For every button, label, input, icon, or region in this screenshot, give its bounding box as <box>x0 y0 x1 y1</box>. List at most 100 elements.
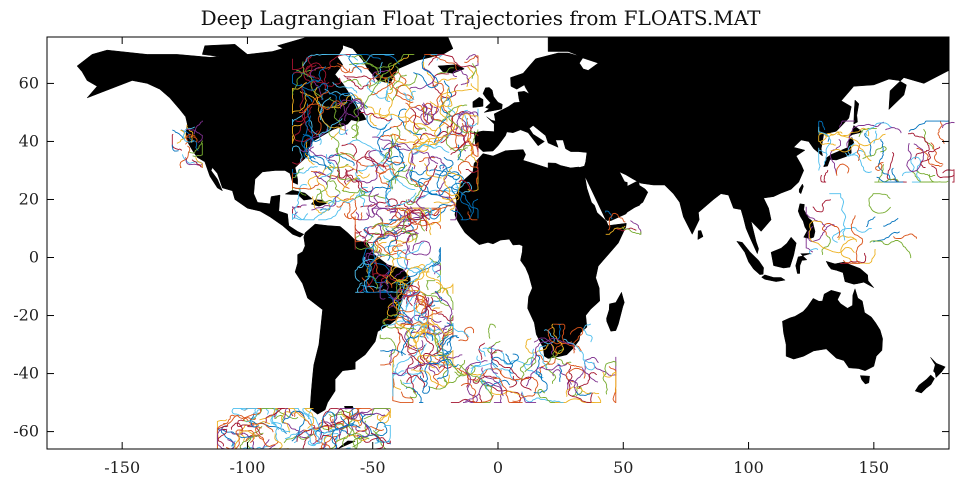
float-trajectory-672 <box>908 120 950 132</box>
float-trajectory-279 <box>393 220 417 230</box>
float-trajectory-57 <box>314 65 350 74</box>
float-trajectory-389 <box>395 280 404 300</box>
float-trajectory-684 <box>818 147 828 171</box>
float-trajectory-173 <box>383 175 395 209</box>
float-trajectory-595 <box>249 412 259 428</box>
float-trajectory-352 <box>435 281 448 295</box>
float-trajectory-257 <box>392 192 417 210</box>
float-trajectory-612 <box>284 407 289 419</box>
float-trajectory-204 <box>409 177 432 187</box>
float-trajectory-18 <box>335 147 356 159</box>
float-trajectory-314 <box>380 274 389 286</box>
float-trajectory-495 <box>478 348 486 357</box>
land-new-zealand-south <box>914 374 935 394</box>
float-trajectory-249 <box>363 74 384 110</box>
float-trajectory-399 <box>394 314 412 323</box>
float-trajectory-207 <box>341 189 365 200</box>
float-trajectory-447 <box>509 375 518 388</box>
float-trajectory-225 <box>303 100 344 112</box>
land-novaya-zemlya <box>628 39 649 53</box>
float-trajectory-27 <box>432 73 459 99</box>
land-africa <box>454 149 627 359</box>
float-trajectory-151 <box>343 78 362 87</box>
float-trajectory-677 <box>865 122 893 137</box>
float-trajectory-224 <box>381 147 399 159</box>
float-trajectory-456 <box>534 354 550 365</box>
float-trajectory-94 <box>335 102 346 121</box>
float-trajectory-147 <box>429 203 453 220</box>
y-tick-label-5: 40 <box>19 131 39 150</box>
float-trajectory-174 <box>301 111 314 134</box>
float-trajectory-108 <box>409 67 435 90</box>
float-trajectory-32 <box>437 67 454 75</box>
float-trajectory-718 <box>621 226 642 235</box>
float-trajectory-69 <box>292 157 303 165</box>
float-trajectory-680 <box>836 163 850 176</box>
float-trajectory-702 <box>840 238 876 264</box>
float-trajectory-244 <box>382 145 402 168</box>
float-trajectory-508 <box>434 331 441 344</box>
plot-title: Deep Lagrangian Float Trajectories from … <box>200 6 761 30</box>
float-trajectory-384 <box>403 284 414 300</box>
float-trajectory-320 <box>403 241 433 274</box>
float-trajectory-681 <box>830 144 872 162</box>
float-trajectory-226 <box>392 133 415 144</box>
float-trajectory-190 <box>429 204 457 213</box>
float-trajectory-243 <box>319 118 343 145</box>
float-trajectory-219 <box>314 86 345 131</box>
float-trajectory-248 <box>339 99 366 115</box>
float-trajectory-131 <box>468 108 479 127</box>
float-trajectory-639 <box>176 129 186 144</box>
float-trajectory-499 <box>602 371 617 393</box>
float-trajectory-246 <box>464 55 479 63</box>
float-trajectory-196 <box>460 194 479 219</box>
float-trajectory-201 <box>294 184 308 215</box>
float-trajectory-369 <box>435 356 450 366</box>
float-trajectory-194 <box>347 139 385 160</box>
float-trajectory-330 <box>431 207 442 216</box>
float-trajectory-84 <box>457 144 461 161</box>
float-trajectory-501 <box>537 388 556 404</box>
float-trajectory-122 <box>344 98 363 122</box>
float-trajectory-647 <box>186 128 203 143</box>
land-borneo <box>770 236 797 269</box>
float-trajectory-376 <box>380 320 405 331</box>
float-trajectory-652 <box>937 120 945 144</box>
float-trajectory-10 <box>413 106 439 116</box>
float-trajectory-494 <box>429 369 448 390</box>
float-trajectory-452 <box>545 347 564 384</box>
float-trajectory-268 <box>430 208 441 226</box>
float-trajectory-86 <box>299 91 347 109</box>
float-trajectory-475 <box>406 356 417 393</box>
float-trajectory-397 <box>397 286 409 311</box>
float-trajectory-693 <box>865 216 876 228</box>
float-trajectory-451 <box>566 380 579 390</box>
float-trajectory-661 <box>941 121 955 129</box>
float-trajectory-636 <box>171 133 182 151</box>
float-trajectory-105 <box>451 198 479 221</box>
y-tick-label-4: 20 <box>19 189 39 208</box>
float-trajectory-420 <box>436 335 452 357</box>
float-trajectory-479 <box>584 356 599 383</box>
float-trajectory-459 <box>488 323 497 339</box>
float-trajectory-519 <box>500 369 529 381</box>
float-trajectory-218 <box>371 69 396 96</box>
float-trajectory-127 <box>434 124 469 142</box>
float-trajectory-547 <box>329 415 345 430</box>
float-trajectory-101 <box>405 153 416 179</box>
float-trajectory-236 <box>292 145 303 162</box>
float-trajectory-380 <box>394 280 408 306</box>
float-trajectory-250 <box>409 143 435 151</box>
float-trajectory-391 <box>397 331 408 348</box>
float-trajectory-438 <box>443 359 466 384</box>
float-trajectory-387 <box>438 349 454 364</box>
float-trajectory-129 <box>299 146 315 153</box>
float-trajectory-704 <box>868 193 892 214</box>
float-trajectory-3 <box>383 142 416 170</box>
float-trajectory-372 <box>399 321 436 333</box>
float-trajectory-42 <box>410 169 427 182</box>
float-trajectory-49 <box>319 207 331 211</box>
float-trajectory-421 <box>432 357 446 390</box>
float-trajectory-527 <box>255 421 270 427</box>
float-trajectory-111 <box>341 143 358 157</box>
